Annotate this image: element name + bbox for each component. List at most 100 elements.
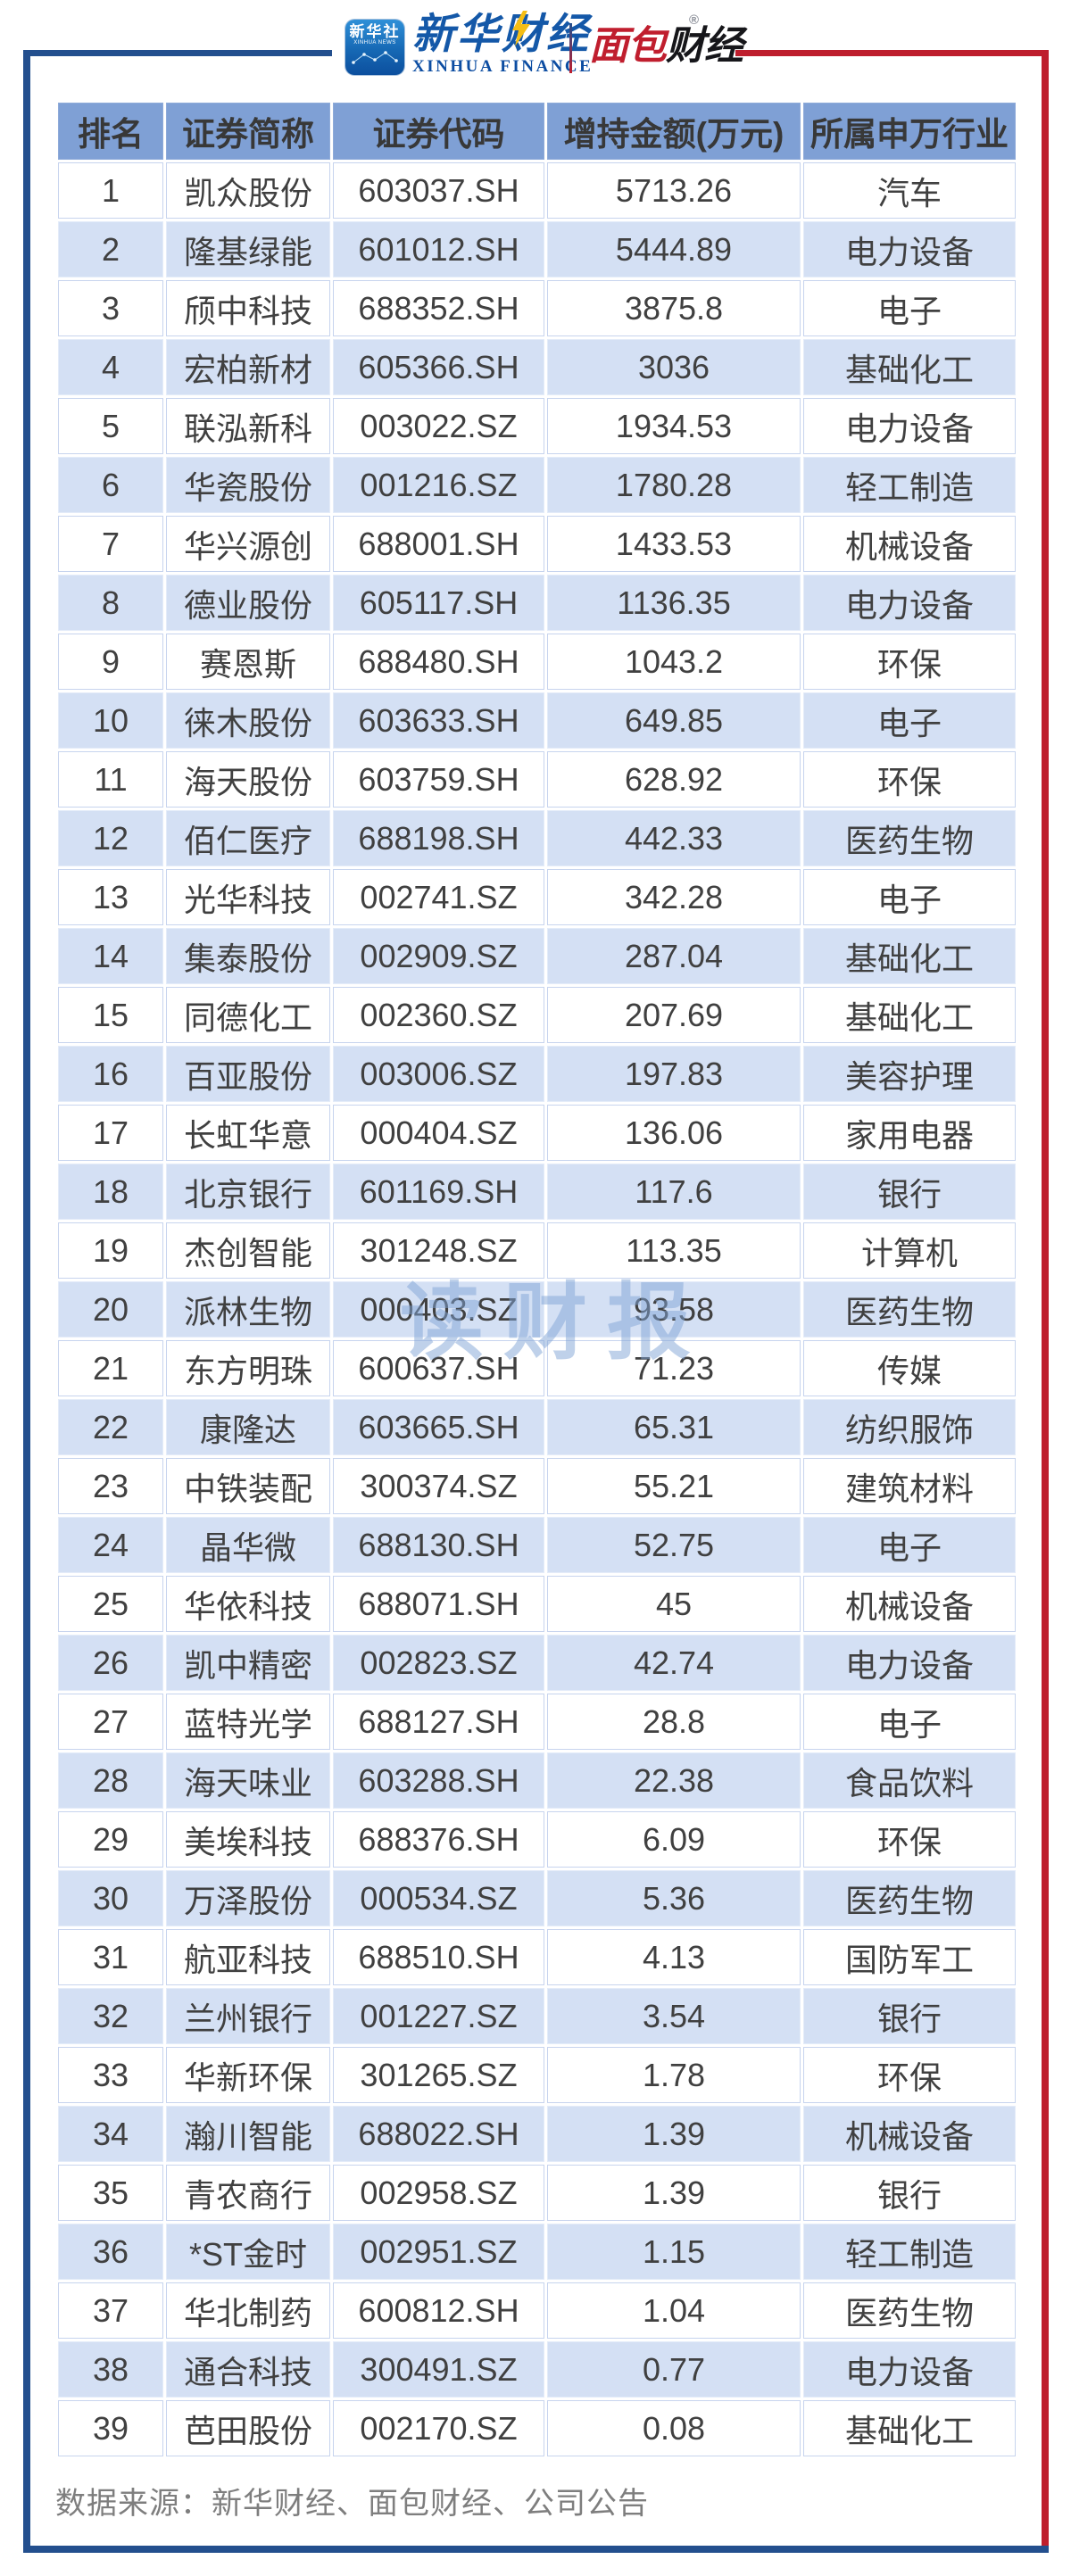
table-row: 11 海天股份 603759.SH 628.92 环保 bbox=[58, 751, 1016, 808]
amount-cell: 1.39 bbox=[547, 2106, 801, 2162]
amount-cell: 42.74 bbox=[547, 1635, 801, 1691]
amount-cell: 117.6 bbox=[547, 1164, 801, 1220]
industry-cell: 基础化工 bbox=[803, 987, 1016, 1043]
amount-cell: 3036 bbox=[547, 339, 801, 395]
industry-cell: 电力设备 bbox=[803, 398, 1016, 454]
security-name-cell: 集泰股份 bbox=[166, 928, 330, 984]
industry-cell: 轻工制造 bbox=[803, 457, 1016, 513]
rank-cell: 37 bbox=[58, 2282, 163, 2339]
rank-cell: 16 bbox=[58, 1046, 163, 1102]
security-code-cell: 688022.SH bbox=[333, 2106, 544, 2162]
industry-cell: 银行 bbox=[803, 2165, 1016, 2221]
table-row: 36 *ST金时 002951.SZ 1.15 轻工制造 bbox=[58, 2224, 1016, 2280]
industry-cell: 汽车 bbox=[803, 162, 1016, 219]
rank-cell: 24 bbox=[58, 1517, 163, 1573]
industry-cell: 传媒 bbox=[803, 1340, 1016, 1396]
industry-cell: 机械设备 bbox=[803, 516, 1016, 572]
rank-cell: 17 bbox=[58, 1105, 163, 1161]
rank-cell: 10 bbox=[58, 692, 163, 749]
amount-cell: 1.15 bbox=[547, 2224, 801, 2280]
industry-cell: 基础化工 bbox=[803, 928, 1016, 984]
industry-cell: 医药生物 bbox=[803, 810, 1016, 866]
security-name-cell: 百亚股份 bbox=[166, 1046, 330, 1102]
rank-cell: 5 bbox=[58, 398, 163, 454]
table-row: 7 华兴源创 688001.SH 1433.53 机械设备 bbox=[58, 516, 1016, 572]
security-name-cell: 派林生物 bbox=[166, 1281, 330, 1338]
amount-cell: 628.92 bbox=[547, 751, 801, 808]
amount-cell: 3875.8 bbox=[547, 280, 801, 336]
industry-cell: 电子 bbox=[803, 692, 1016, 749]
security-code-cell: 002360.SZ bbox=[333, 987, 544, 1043]
table-row: 10 徕木股份 603633.SH 649.85 电子 bbox=[58, 692, 1016, 749]
security-code-cell: 688352.SH bbox=[333, 280, 544, 336]
security-code-cell: 605366.SH bbox=[333, 339, 544, 395]
security-code-cell: 003022.SZ bbox=[333, 398, 544, 454]
table-row: 38 通合科技 300491.SZ 0.77 电力设备 bbox=[58, 2341, 1016, 2398]
security-code-cell: 002958.SZ bbox=[333, 2165, 544, 2221]
amount-cell: 5713.26 bbox=[547, 162, 801, 219]
security-code-cell: 605117.SH bbox=[333, 575, 544, 631]
amount-cell: 1934.53 bbox=[547, 398, 801, 454]
column-header: 所属申万行业 bbox=[803, 103, 1016, 160]
security-code-cell: 000404.SZ bbox=[333, 1105, 544, 1161]
column-header: 证券简称 bbox=[166, 103, 330, 160]
industry-cell: 电子 bbox=[803, 1517, 1016, 1573]
rank-cell: 26 bbox=[58, 1635, 163, 1691]
industry-cell: 美容护理 bbox=[803, 1046, 1016, 1102]
security-code-cell: 002909.SZ bbox=[333, 928, 544, 984]
amount-cell: 6.09 bbox=[547, 1811, 801, 1868]
industry-cell: 电子 bbox=[803, 1694, 1016, 1750]
industry-cell: 电子 bbox=[803, 280, 1016, 336]
amount-cell: 1433.53 bbox=[547, 516, 801, 572]
table-row: 33 华新环保 301265.SZ 1.78 环保 bbox=[58, 2047, 1016, 2103]
table-row: 32 兰州银行 001227.SZ 3.54 银行 bbox=[58, 1988, 1016, 2044]
table-row: 24 晶华微 688130.SH 52.75 电子 bbox=[58, 1517, 1016, 1573]
security-code-cell: 002823.SZ bbox=[333, 1635, 544, 1691]
rank-cell: 23 bbox=[58, 1458, 163, 1514]
industry-cell: 基础化工 bbox=[803, 339, 1016, 395]
rank-cell: 27 bbox=[58, 1694, 163, 1750]
logo-bar: 新华社 XINHUA NEWS 新华财经 XINHUA FINANCE 面包财经… bbox=[0, 0, 1071, 98]
amount-cell: 52.75 bbox=[547, 1517, 801, 1573]
industry-cell: 电力设备 bbox=[803, 221, 1016, 277]
security-code-cell: 000403.SZ bbox=[333, 1281, 544, 1338]
industry-cell: 医药生物 bbox=[803, 2282, 1016, 2339]
table-row: 8 德业股份 605117.SH 1136.35 电力设备 bbox=[58, 575, 1016, 631]
rank-cell: 19 bbox=[58, 1222, 163, 1279]
amount-cell: 93.58 bbox=[547, 1281, 801, 1338]
amount-cell: 1.39 bbox=[547, 2165, 801, 2221]
network-globe-icon bbox=[352, 51, 398, 64]
xinhua-finance-logo: 新华财经 XINHUA FINANCE bbox=[412, 11, 680, 76]
security-name-cell: 美埃科技 bbox=[166, 1811, 330, 1868]
rank-cell: 20 bbox=[58, 1281, 163, 1338]
security-name-cell: 万泽股份 bbox=[166, 1870, 330, 1926]
industry-cell: 建筑材料 bbox=[803, 1458, 1016, 1514]
security-name-cell: 隆基绿能 bbox=[166, 221, 330, 277]
table-row: 23 中铁装配 300374.SZ 55.21 建筑材料 bbox=[58, 1458, 1016, 1514]
amount-cell: 1136.35 bbox=[547, 575, 801, 631]
amount-cell: 649.85 bbox=[547, 692, 801, 749]
amount-cell: 22.38 bbox=[547, 1752, 801, 1809]
watermark: 读财报 bbox=[400, 1275, 711, 1369]
table-row: 29 美埃科技 688376.SH 6.09 环保 bbox=[58, 1811, 1016, 1868]
security-name-cell: 颀中科技 bbox=[166, 280, 330, 336]
rank-cell: 8 bbox=[58, 575, 163, 631]
security-code-cell: 688130.SH bbox=[333, 1517, 544, 1573]
security-code-cell: 002951.SZ bbox=[333, 2224, 544, 2280]
security-name-cell: 长虹华意 bbox=[166, 1105, 330, 1161]
table-row: 22 康隆达 603665.SH 65.31 纺织服饰 bbox=[58, 1399, 1016, 1455]
security-name-cell: 蓝特光学 bbox=[166, 1694, 330, 1750]
industry-cell: 机械设备 bbox=[803, 1576, 1016, 1632]
data-source-note: 数据来源：新华财经、面包财经、公司公告 bbox=[55, 2487, 649, 2521]
security-name-cell: 华兴源创 bbox=[166, 516, 330, 572]
security-name-cell: 同德化工 bbox=[166, 987, 330, 1043]
security-code-cell: 603288.SH bbox=[333, 1752, 544, 1809]
security-code-cell: 603037.SH bbox=[333, 162, 544, 219]
security-code-cell: 688480.SH bbox=[333, 634, 544, 690]
industry-cell: 电子 bbox=[803, 869, 1016, 925]
xinhua-news-app-icon: 新华社 XINHUA NEWS bbox=[345, 20, 404, 75]
table-row: 2 隆基绿能 601012.SH 5444.89 电力设备 bbox=[58, 221, 1016, 277]
security-code-cell: 300491.SZ bbox=[333, 2341, 544, 2398]
amount-cell: 5.36 bbox=[547, 1870, 801, 1926]
